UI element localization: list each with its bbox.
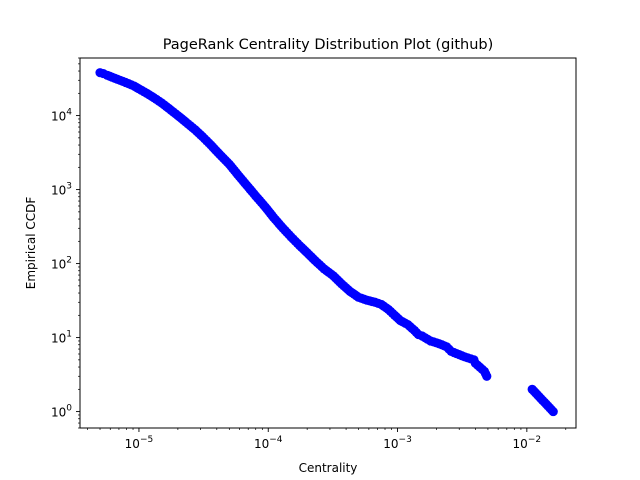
y-tick-label: 104 [51, 108, 72, 124]
x-axis-label: Centrality [299, 461, 358, 475]
x-tick-label: 10−2 [513, 435, 542, 451]
chart-title: PageRank Centrality Distribution Plot (g… [163, 37, 494, 53]
data-point [548, 406, 558, 417]
x-tick-label: 10−4 [254, 435, 283, 451]
plot-frame [79, 57, 577, 429]
data-point [482, 371, 492, 381]
y-axis-ticks: 100 101 102 103 104 [51, 57, 80, 429]
y-axis-label: Empirical CCDF [24, 197, 38, 290]
y-tick-label: 100 [51, 404, 72, 420]
y-tick-label: 103 [51, 182, 72, 198]
plot-points [95, 68, 558, 417]
y-tick-label: 102 [51, 256, 72, 272]
y-tick-label: 101 [51, 330, 72, 346]
x-tick-label: 10−5 [125, 435, 154, 451]
x-axis-ticks: 10−5 10−4 10−3 10−2 [87, 428, 567, 451]
x-tick-label: 10−3 [383, 435, 412, 451]
